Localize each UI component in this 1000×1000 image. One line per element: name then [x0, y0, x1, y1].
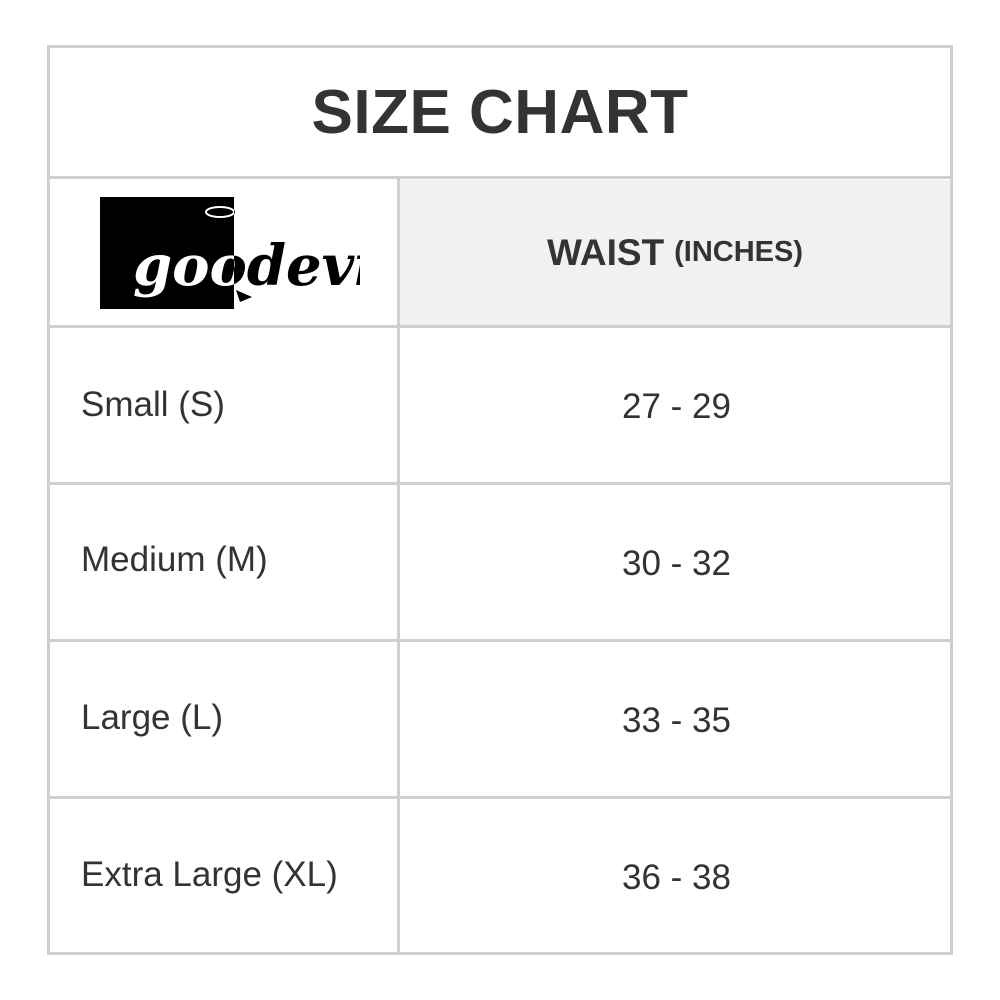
devil-tail-icon — [236, 290, 252, 302]
logo-wordmark: goodevil — [133, 233, 360, 299]
divider — [47, 796, 953, 799]
waist-column-header: WAIST (INCHES) — [400, 180, 950, 325]
column-title: WAIST — [546, 231, 665, 273]
page-title: SIZE CHART — [311, 77, 689, 147]
column-unit: (INCHES) — [674, 236, 804, 268]
size-label: Extra Large (XL) — [81, 855, 338, 894]
waist-value: 30 - 32 — [622, 544, 731, 583]
size-label: Large (L) — [81, 698, 224, 737]
divider — [47, 482, 953, 485]
column-divider — [397, 176, 400, 955]
size-label: Small (S) — [81, 385, 225, 424]
size-label: Medium (M) — [81, 540, 268, 579]
halo-icon — [205, 206, 235, 218]
waist-value: 33 - 35 — [622, 701, 731, 740]
brand-logo: goodevil — [100, 197, 360, 309]
waist-value: 36 - 38 — [622, 858, 731, 897]
divider — [47, 176, 953, 179]
divider — [47, 639, 953, 642]
waist-value: 27 - 29 — [622, 387, 731, 426]
size-chart-table — [47, 45, 953, 955]
divider — [47, 325, 953, 328]
